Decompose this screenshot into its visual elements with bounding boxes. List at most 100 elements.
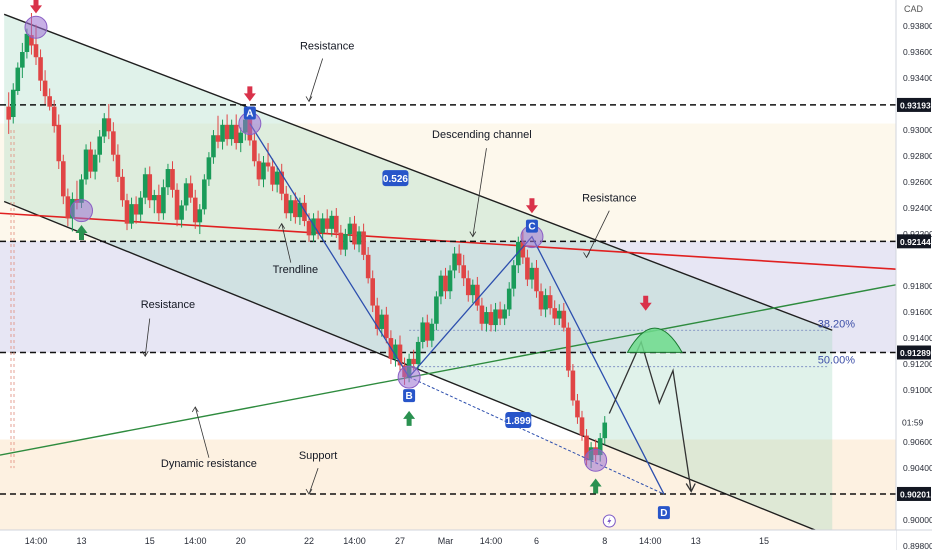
price-level-badge[interactable] <box>897 234 931 249</box>
candle-body <box>361 231 366 255</box>
candle-body <box>379 314 385 329</box>
candle-body <box>384 314 389 339</box>
candle-body <box>174 189 180 220</box>
red-down-arrow-icon <box>525 198 538 214</box>
pattern-layer: 0.526 1.899 A B C D <box>24 15 696 520</box>
pivot-circle <box>397 365 421 389</box>
candle-body <box>215 135 221 142</box>
candle-body <box>334 215 339 233</box>
channel-upper-line <box>3 13 833 331</box>
price-axis[interactable]: CAD 0.93800 0.93600 0.93400 0.93000 0.92800 0.… <box>895 0 932 551</box>
price-axis-bg <box>896 0 932 550</box>
candle-body <box>306 221 312 236</box>
candle-body <box>65 196 71 219</box>
candle-body <box>575 400 580 418</box>
measurement-badge[interactable]: 1.899 <box>505 411 532 428</box>
support-zone <box>0 439 896 530</box>
candle-body <box>465 278 471 296</box>
time-tick-label: 6 <box>534 536 539 546</box>
candle-body <box>211 135 216 158</box>
candle-body <box>497 309 503 319</box>
candle-body <box>520 241 526 258</box>
annotation-leader <box>586 210 610 258</box>
measurement-badge[interactable]: 0.526 <box>382 170 409 187</box>
candle-body <box>83 149 89 180</box>
price-tick-label: 0.90600 <box>903 437 932 447</box>
price-tick-label: 0.93800 <box>903 21 932 31</box>
annotation-label: Resistance <box>582 193 636 205</box>
time-tick-label: 14:00 <box>25 536 48 546</box>
dynamic-resistance-line <box>0 284 896 456</box>
candle-body <box>283 193 289 214</box>
point-label: B <box>405 391 412 402</box>
price-level-badge[interactable] <box>897 97 931 112</box>
time-tick-label: 14:00 <box>639 536 662 546</box>
candle-body <box>188 183 193 198</box>
pivot-circle <box>584 448 608 472</box>
candle-body <box>393 344 398 359</box>
time-tick-label: Mar <box>438 536 454 546</box>
point-label: D <box>660 508 667 519</box>
price-tick-label: 0.90000 <box>903 515 932 525</box>
candle-body <box>415 341 421 365</box>
green-up-arrow-icon <box>589 478 602 494</box>
projection-path <box>608 340 692 492</box>
candle-body <box>561 310 567 328</box>
candle-body <box>534 267 539 292</box>
candle-body <box>447 270 453 292</box>
candle-body <box>320 218 325 233</box>
candle-body <box>529 267 535 280</box>
candle-body <box>484 312 489 324</box>
candle-body <box>252 140 257 162</box>
candle-body <box>111 131 116 155</box>
point-badge <box>243 106 256 120</box>
candle-body <box>192 197 198 223</box>
candle-body <box>547 295 553 309</box>
time-axis[interactable]: 14:00 13 15 14:00 20 22 14:00 27 Mar 14:00 6 8 14:00… <box>0 529 932 550</box>
price-level-badge[interactable] <box>897 345 931 360</box>
annotation-label: Descending channel <box>432 129 532 141</box>
candle-body <box>61 161 66 197</box>
candle-body <box>6 106 11 120</box>
price-level-badge[interactable] <box>897 486 931 501</box>
candle-body <box>311 218 316 236</box>
time-tick-label: 14:00 <box>184 536 207 546</box>
candle-body <box>297 202 303 218</box>
annotation-label: Resistance <box>300 40 354 52</box>
levels-layer: 38.20% 50.00% <box>0 104 896 495</box>
time-tick-label: 15 <box>759 536 769 546</box>
candle-body <box>420 322 426 342</box>
price-level-badge-text: 0.90201 <box>900 489 931 499</box>
candle-body <box>288 200 294 214</box>
price-tick-label: 0.92400 <box>903 203 932 213</box>
time-tick-label: 14:00 <box>480 536 503 546</box>
candle-body <box>425 322 430 341</box>
price-tick-label: 0.91600 <box>903 307 932 317</box>
candle-body <box>552 308 557 319</box>
reversal-arc <box>626 327 683 353</box>
candle-body <box>15 67 21 92</box>
annotation-leader <box>281 223 292 263</box>
candle-body <box>133 204 139 215</box>
background-layer <box>0 123 896 530</box>
candle-body <box>179 205 184 220</box>
time-tick-label: 8 <box>602 536 607 546</box>
candle-body <box>29 35 34 46</box>
candle-body <box>470 284 476 296</box>
candle-body <box>256 161 262 180</box>
candle-body <box>224 124 230 140</box>
candle-body <box>47 96 52 107</box>
candle-body <box>161 187 166 214</box>
candle-body <box>370 278 375 306</box>
candle-body <box>461 265 466 279</box>
price-tick-label: 0.91800 <box>903 281 932 291</box>
candle-body <box>274 171 280 185</box>
price-tick-label: 0.89800 <box>903 541 932 550</box>
annotation-arrowhead <box>278 222 286 229</box>
candle-body <box>347 223 353 235</box>
current-price-timer: 01:59 <box>902 418 924 428</box>
candle-body <box>20 52 25 68</box>
candle-body <box>488 312 494 326</box>
candle-body <box>197 209 203 223</box>
candle-body <box>51 106 57 127</box>
